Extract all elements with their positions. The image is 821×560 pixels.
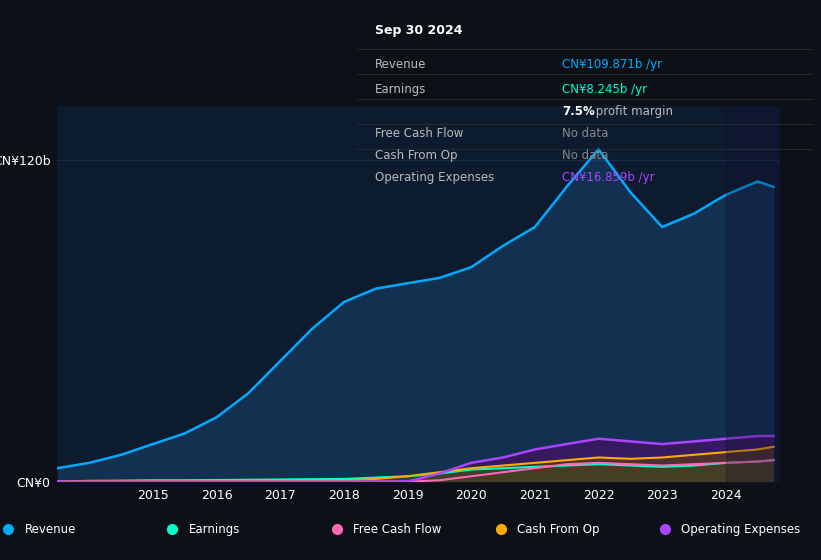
Text: CN¥8.245b /yr: CN¥8.245b /yr: [562, 83, 647, 96]
Text: Cash From Op: Cash From Op: [375, 149, 458, 162]
Text: Revenue: Revenue: [375, 58, 427, 71]
Text: 7.5%: 7.5%: [562, 105, 595, 118]
Text: Earnings: Earnings: [375, 83, 427, 96]
Text: Sep 30 2024: Sep 30 2024: [375, 24, 463, 37]
Text: No data: No data: [562, 127, 608, 140]
Text: Free Cash Flow: Free Cash Flow: [353, 522, 442, 536]
Text: No data: No data: [562, 149, 608, 162]
Text: Cash From Op: Cash From Op: [517, 522, 599, 536]
Text: Operating Expenses: Operating Expenses: [375, 171, 494, 184]
Text: profit margin: profit margin: [592, 105, 672, 118]
Text: Operating Expenses: Operating Expenses: [681, 522, 800, 536]
Text: Free Cash Flow: Free Cash Flow: [375, 127, 464, 140]
Text: Earnings: Earnings: [189, 522, 241, 536]
Text: CN¥109.871b /yr: CN¥109.871b /yr: [562, 58, 663, 71]
Text: Revenue: Revenue: [25, 522, 76, 536]
Bar: [726, 106, 783, 482]
Text: CN¥16.859b /yr: CN¥16.859b /yr: [562, 171, 655, 184]
